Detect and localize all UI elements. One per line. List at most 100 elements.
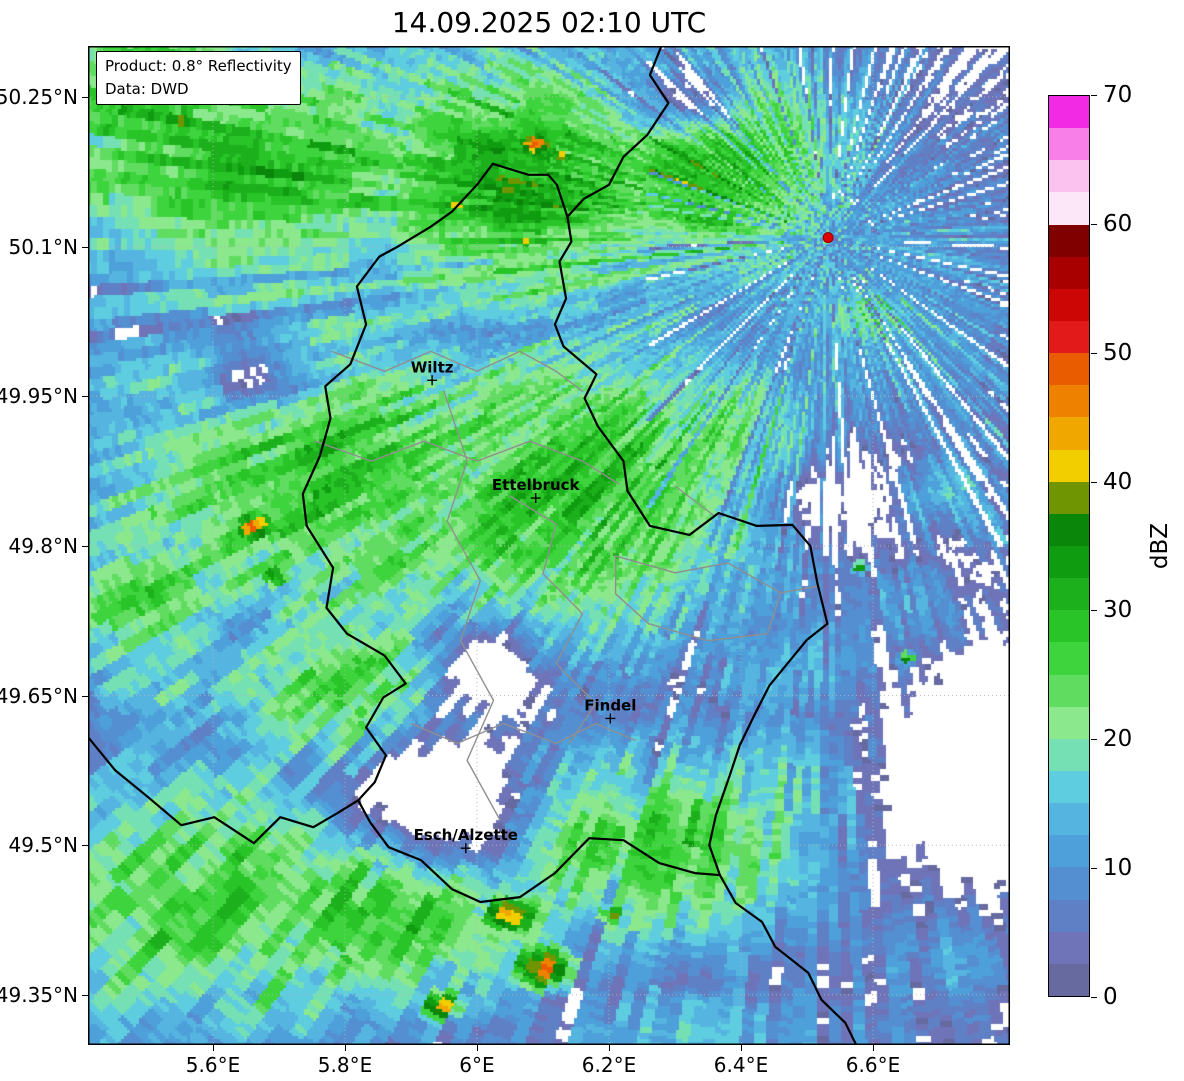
region-border (443, 390, 501, 821)
y-tick-label: 49.8°N (8, 533, 79, 558)
y-tick-mark (82, 246, 88, 248)
x-tick-mark (344, 1045, 346, 1051)
colorbar-segment (1049, 835, 1089, 868)
colorbar-segment (1049, 899, 1089, 932)
product-info-box: Product: 0.8° Reflectivity Data: DWD (96, 51, 301, 105)
city-label: Esch/Alzette (414, 826, 518, 844)
colorbar-tick-label: 60 (1103, 210, 1133, 237)
colorbar-unit-label: dBZ (1147, 522, 1173, 570)
colorbar-segment (1049, 481, 1089, 514)
colorbar-segment (1049, 353, 1089, 386)
region-border (509, 495, 597, 745)
product-name-text: Product: 0.8° Reflectivity (105, 57, 292, 75)
colorbar-segment (1049, 963, 1089, 996)
colorbar-segment (1049, 867, 1089, 900)
x-tick-mark (213, 1045, 214, 1051)
region-border (331, 350, 584, 392)
colorbar-segment (1049, 449, 1089, 482)
y-tick-label: 50.25°N (0, 84, 78, 109)
plot-frame (88, 46, 1010, 1045)
colorbar-tick-mark (1091, 610, 1097, 612)
city-label: Wiltz (411, 358, 454, 376)
y-tick-label: 49.95°N (0, 384, 78, 409)
region-border (614, 555, 782, 642)
radar-site-dot (822, 232, 834, 244)
colorbar-segment (1049, 610, 1089, 643)
city-marker (530, 493, 541, 504)
y-tick-label: 49.5°N (8, 833, 79, 858)
region-border (779, 585, 821, 594)
colorbar-segment (1049, 256, 1089, 289)
colorbar-tick-mark (1091, 868, 1097, 870)
x-tick-label: 6.6°E (845, 1053, 901, 1077)
colorbar-tick-mark (1091, 95, 1097, 96)
colorbar-segment (1049, 385, 1089, 418)
colorbar-tick-label: 20 (1103, 726, 1133, 753)
colorbar-segment (1049, 96, 1089, 129)
colorbar-segment (1049, 224, 1089, 257)
colorbar (1048, 95, 1090, 997)
colorbar-tick-mark (1091, 997, 1097, 998)
region-border (410, 722, 637, 745)
country-border (301, 162, 829, 904)
x-tick-mark (476, 1045, 478, 1051)
colorbar-segment (1049, 642, 1089, 675)
colorbar-segment (1049, 578, 1089, 611)
country-border (566, 46, 670, 218)
city-marker (427, 375, 438, 386)
x-tick-mark (608, 1045, 610, 1051)
colorbar-tick-label: 10 (1103, 855, 1133, 882)
colorbar-segment (1049, 803, 1089, 836)
x-tick-mark (740, 1045, 742, 1051)
x-tick-label: 5.6°E (185, 1053, 241, 1077)
map-plot: Wiltz Ettelbruck Findel Esch/Alzette Produc… (88, 46, 1010, 1045)
colorbar-segment (1049, 513, 1089, 547)
y-tick-mark (82, 545, 88, 547)
y-tick-mark (82, 396, 88, 398)
region-border (314, 440, 620, 485)
city-label: Ettelbruck (492, 476, 581, 494)
colorbar-tick-label: 70 (1103, 82, 1133, 108)
y-tick-label: 49.35°N (0, 982, 78, 1007)
x-tick-label: 6.2°E (581, 1053, 637, 1077)
colorbar-tick-mark (1091, 223, 1097, 225)
colorbar-segment (1049, 192, 1089, 225)
colorbar-tick-label: 30 (1103, 597, 1133, 624)
colorbar-segment (1049, 321, 1089, 354)
x-tick-label: 6.4°E (713, 1053, 769, 1077)
colorbar-segment (1049, 931, 1089, 964)
y-tick-label: 50.1°N (8, 234, 79, 259)
y-tick-mark (82, 695, 88, 697)
x-tick-label: 6°E (459, 1053, 495, 1077)
colorbar-segment (1049, 771, 1089, 804)
colorbar-segment (1049, 738, 1089, 772)
colorbar-segment (1049, 160, 1089, 193)
country-border (718, 873, 858, 1045)
timestamp-title: 14.09.2025 02:10 UTC (391, 6, 707, 39)
colorbar-tick-label: 40 (1103, 468, 1133, 495)
y-tick-label: 49.65°N (0, 683, 78, 708)
x-tick-label: 5.8°E (317, 1053, 373, 1077)
colorbar-tick-label: 0 (1103, 984, 1118, 1010)
x-tick-mark (872, 1045, 874, 1051)
city-marker (460, 843, 471, 854)
colorbar-tick-mark (1091, 481, 1097, 483)
city-marker (605, 713, 616, 724)
colorbar-segment (1049, 128, 1089, 161)
colorbar-tick-mark (1091, 739, 1097, 741)
y-tick-mark (82, 845, 88, 847)
region-border (674, 485, 716, 517)
colorbar-segment (1049, 417, 1089, 450)
colorbar-tick-label: 50 (1103, 339, 1133, 366)
map-overlay-layer: Wiltz Ettelbruck Findel Esch/Alzette (88, 46, 1010, 1045)
y-tick-mark (82, 994, 88, 996)
colorbar-segment (1049, 674, 1089, 707)
colorbar-segment (1049, 288, 1089, 322)
data-source-text: Data: DWD (105, 79, 189, 98)
colorbar-segment (1049, 546, 1089, 579)
colorbar-tick-mark (1091, 352, 1097, 354)
city-label: Findel (584, 696, 636, 714)
y-tick-mark (82, 96, 88, 98)
country-border (88, 736, 360, 845)
